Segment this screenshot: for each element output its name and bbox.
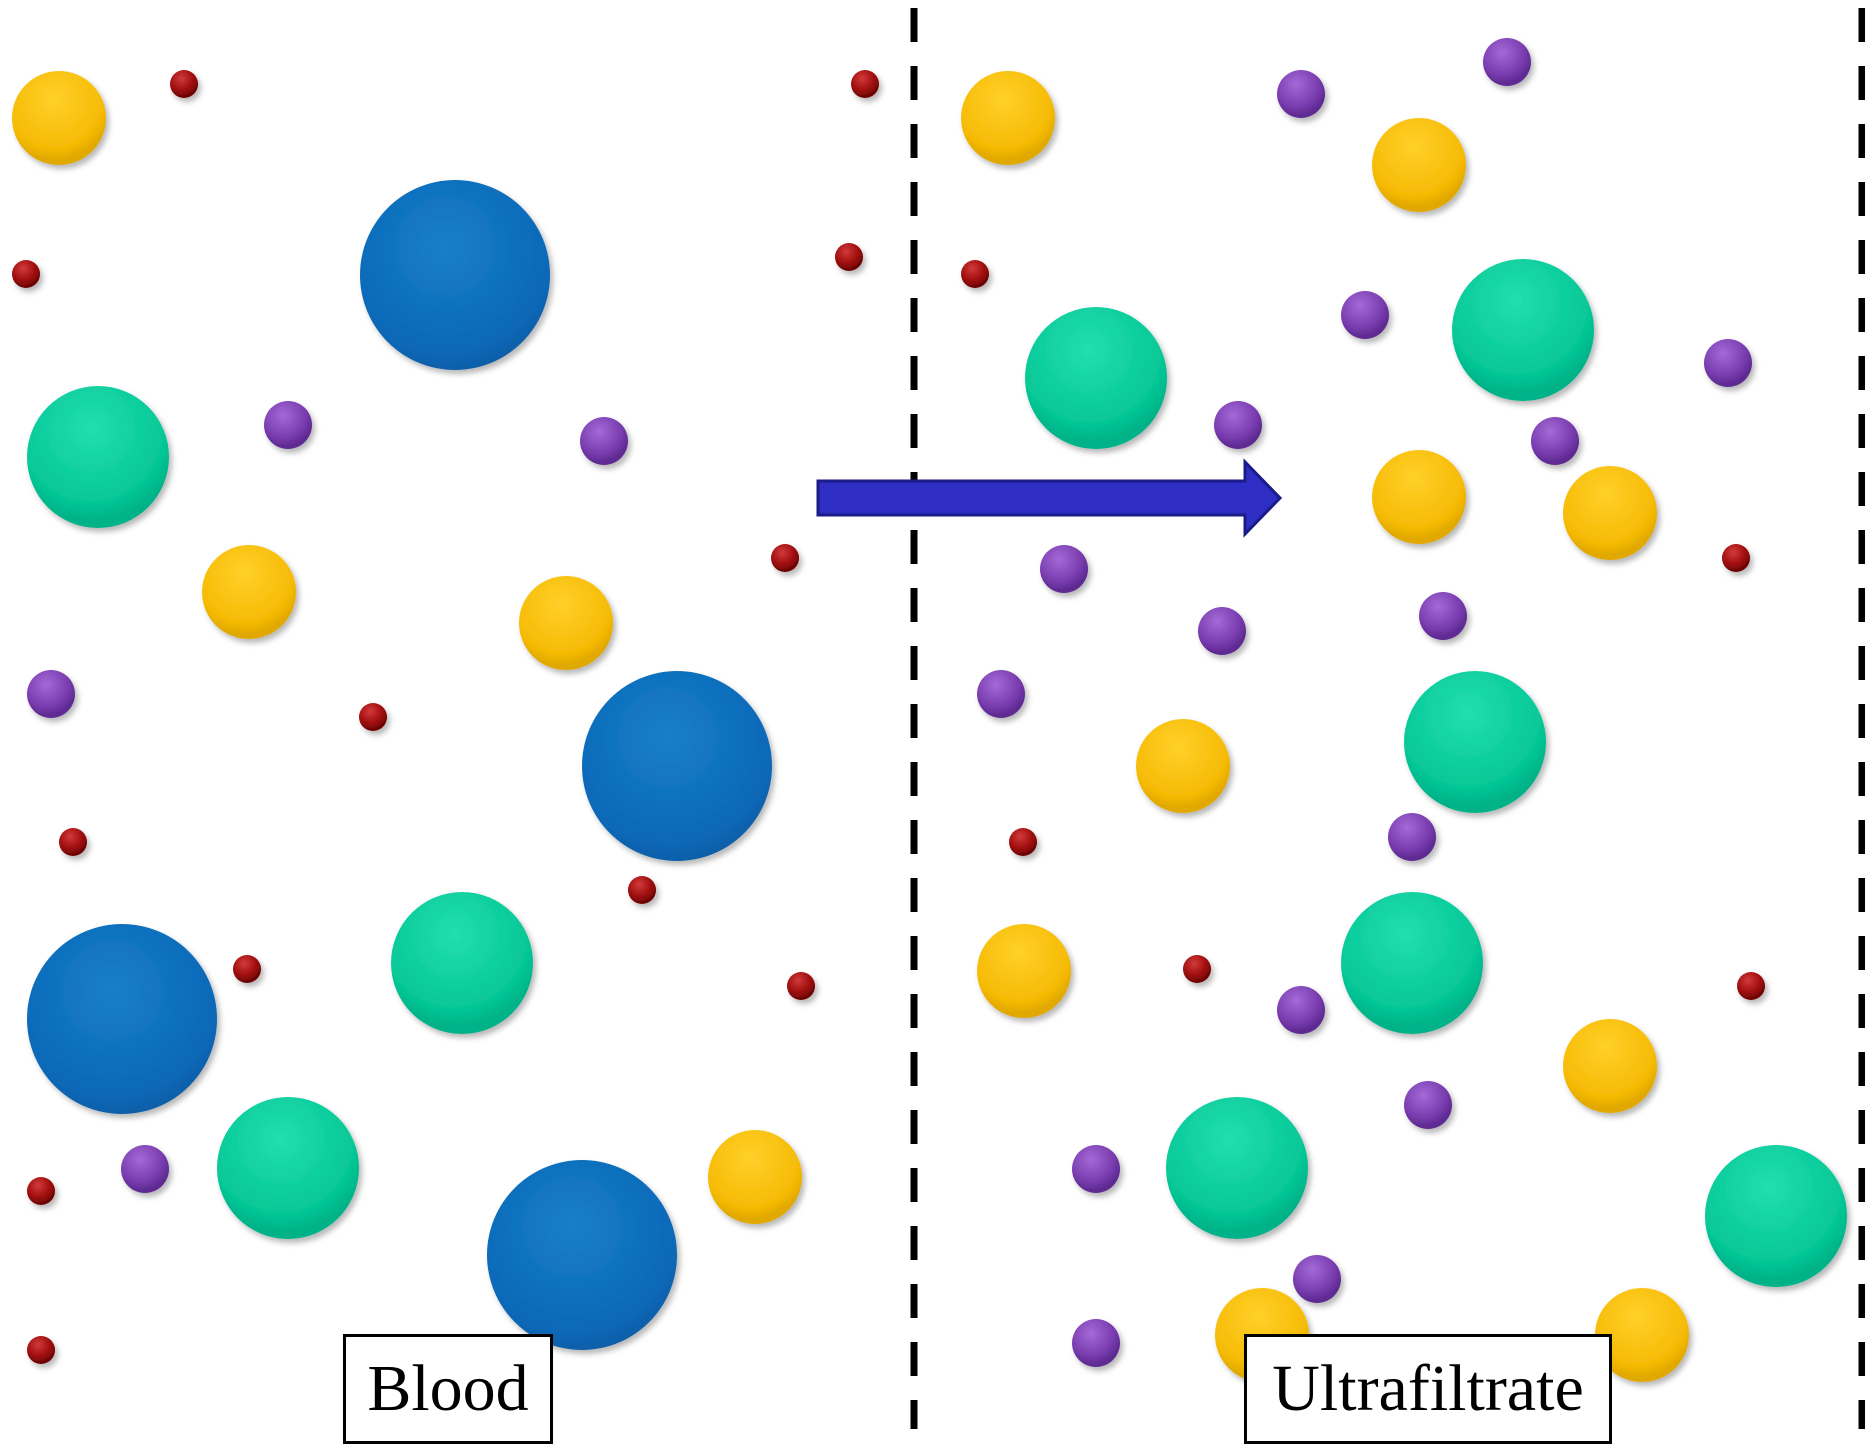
yellow-particle [977,924,1071,1018]
red-particle [12,260,40,288]
purple-particle [1388,813,1436,861]
green-particle [1452,259,1594,401]
purple-particle [977,670,1025,718]
purple-particle [1072,1319,1120,1367]
yellow-particle [708,1130,802,1224]
purple-particle [1341,291,1389,339]
purple-particle [1277,986,1325,1034]
purple-particle [121,1145,169,1193]
red-particle [851,70,879,98]
yellow-particle [12,71,106,165]
purple-particle [1277,70,1325,118]
yellow-particle [961,71,1055,165]
red-particle [1009,828,1037,856]
green-particle [1341,892,1483,1034]
red-particle [59,828,87,856]
blue-protein [360,180,550,370]
yellow-particle [519,576,613,670]
purple-particle [1704,339,1752,387]
purple-particle [1531,417,1579,465]
purple-particle [1198,607,1246,655]
purple-particle [580,417,628,465]
red-particle [27,1336,55,1364]
purple-particle [1404,1081,1452,1129]
green-particle [217,1097,359,1239]
purple-particle [1072,1145,1120,1193]
purple-particle [1483,38,1531,86]
red-particle [961,260,989,288]
red-particle [27,1177,55,1205]
green-particle [1166,1097,1308,1239]
purple-particle [27,670,75,718]
red-particle [628,876,656,904]
purple-particle [1419,592,1467,640]
yellow-particle [1372,118,1466,212]
red-particle [170,70,198,98]
red-particle [1183,955,1211,983]
green-particle [1404,671,1546,813]
blood-label: Blood [343,1334,553,1444]
purple-particle [1293,1255,1341,1303]
blue-protein [487,1160,677,1350]
purple-particle [264,401,312,449]
yellow-particle [1563,1019,1657,1113]
red-particle [233,955,261,983]
red-particle [359,703,387,731]
red-particle [1722,544,1750,572]
blue-protein [582,671,772,861]
blue-protein [27,924,217,1114]
red-particle [787,972,815,1000]
green-particle [1025,307,1167,449]
flow-arrow [816,458,1283,538]
green-particle [391,892,533,1034]
red-particle [835,243,863,271]
red-particle [1737,972,1765,1000]
yellow-particle [1563,466,1657,560]
ultrafiltrate-label: Ultrafiltrate [1244,1334,1612,1444]
red-particle [771,544,799,572]
yellow-particle [1372,450,1466,544]
green-particle [1705,1145,1847,1287]
green-particle [27,386,169,528]
yellow-particle [1136,719,1230,813]
purple-particle [1214,401,1262,449]
purple-particle [1040,545,1088,593]
yellow-particle [1595,1288,1689,1382]
yellow-particle [202,545,296,639]
